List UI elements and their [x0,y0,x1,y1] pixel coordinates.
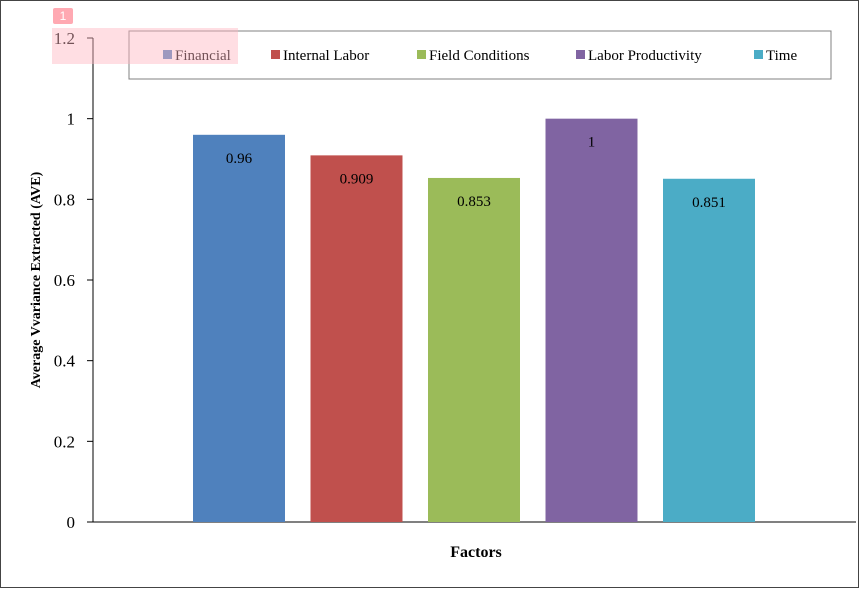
y-tick-label: 0.4 [54,352,76,371]
y-tick-label: 1 [67,110,76,129]
bar-labor-productivity [545,118,638,523]
y-tick-label: 1.2 [54,29,75,48]
legend-swatch [754,50,763,59]
x-axis-title: Factors [450,544,502,561]
legend-swatch [417,50,426,59]
bar-field-conditions [428,177,520,522]
y-axis-title: Average Vvariance Extracted (AVE) [29,171,44,388]
annotation-marker: 1 [53,8,73,24]
bar-value-label: 0.909 [340,171,374,187]
bar-time [663,178,755,522]
legend-label: Internal Labor [283,48,369,64]
y-tick-label: 0.2 [54,432,75,451]
bar-financial [193,134,285,523]
legend-box [128,30,832,80]
legend-label: Labor Productivity [588,48,702,64]
bar-value-label: 0.853 [457,194,491,210]
legend-label: Field Conditions [429,48,530,64]
legend-items: Financial Internal Labor Field Conditions L… [163,48,797,64]
y-ticks: 0 0.2 0.4 0.6 0.8 1 1.2 [54,29,93,532]
bar-value-label: 0.96 [226,151,253,167]
bars: 0.96 0.909 0.853 1 0.851 [193,118,755,523]
bar-internal-labor [310,155,403,522]
legend-swatch [271,50,280,59]
y-tick-label: 0.6 [54,271,75,290]
legend-label: Time [766,48,797,64]
legend-swatch [163,50,172,59]
legend-swatch [576,50,585,59]
y-tick-label: 0 [67,513,76,532]
legend-label: Financial [175,48,231,64]
legend: Financial Internal Labor Field Conditions L… [128,30,832,80]
bar-value-label: 0.851 [692,195,726,211]
bar-value-label: 1 [588,135,596,151]
y-tick-label: 0.8 [54,190,75,209]
